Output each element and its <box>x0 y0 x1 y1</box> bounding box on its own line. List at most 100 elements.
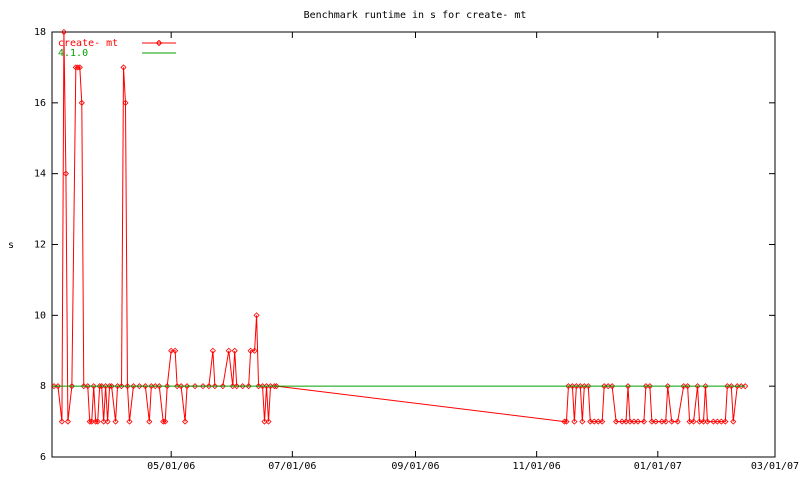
data-point <box>642 383 649 390</box>
data-point <box>94 418 101 425</box>
data-point <box>263 383 270 390</box>
data-point <box>561 418 568 425</box>
data-point <box>182 418 189 425</box>
data-point <box>702 383 709 390</box>
data-point <box>72 64 79 71</box>
data-point <box>239 383 246 390</box>
data-point <box>108 383 115 390</box>
data-point <box>700 418 707 425</box>
data-point <box>209 347 216 354</box>
x-tick-label: 09/01/06 <box>391 461 439 472</box>
data-point <box>686 418 693 425</box>
data-point <box>259 383 266 390</box>
data-point <box>581 383 588 390</box>
data-point <box>229 383 236 390</box>
data-point <box>652 418 659 425</box>
data-point <box>245 383 252 390</box>
data-point <box>136 383 143 390</box>
data-point <box>587 418 594 425</box>
data-point <box>152 383 159 390</box>
data-point <box>680 383 687 390</box>
data-point <box>601 383 608 390</box>
data-point <box>118 383 125 390</box>
data-point <box>662 418 669 425</box>
data-point <box>76 64 83 71</box>
data-point <box>172 347 179 354</box>
data-point <box>130 383 137 390</box>
x-tick-label: 03/01/07 <box>751 461 799 472</box>
data-point <box>102 383 109 390</box>
data-point <box>174 383 181 390</box>
data-point <box>231 347 238 354</box>
data-point <box>199 383 207 390</box>
data-point <box>84 383 91 390</box>
data-point <box>126 418 133 425</box>
data-point <box>626 418 634 425</box>
data-point <box>62 170 69 177</box>
data-point <box>114 383 121 390</box>
data-point <box>78 99 85 106</box>
data-point <box>696 418 703 425</box>
data-point <box>730 418 737 425</box>
data-point <box>120 64 127 71</box>
data-point <box>74 64 81 71</box>
data-point <box>219 383 226 390</box>
data-point <box>178 383 185 390</box>
data-point <box>571 418 578 425</box>
data-point <box>80 383 87 390</box>
data-point <box>142 383 149 390</box>
legend-label: 4.1.0 <box>58 48 88 59</box>
data-point <box>704 418 711 425</box>
y-tick-label: 12 <box>34 240 46 251</box>
x-tick-label: 11/01/06 <box>513 461 561 472</box>
data-point <box>64 418 71 425</box>
data-point <box>225 347 232 354</box>
data-point <box>595 418 602 425</box>
data-point <box>146 418 153 425</box>
data-point <box>591 418 598 425</box>
data-point <box>106 383 113 390</box>
data-point <box>160 418 167 425</box>
data-point <box>622 418 630 425</box>
data-point <box>722 418 729 425</box>
data-point <box>648 418 655 425</box>
data-point <box>734 383 741 390</box>
data-point <box>273 383 280 390</box>
data-point <box>60 28 67 36</box>
data-point <box>233 383 240 390</box>
x-tick-label: 05/01/06 <box>147 461 195 472</box>
data-point <box>599 418 606 425</box>
data-point <box>609 383 616 390</box>
data-point <box>684 383 691 390</box>
data-point <box>261 418 268 425</box>
data-point <box>664 383 671 390</box>
data-point <box>694 383 701 390</box>
data-point <box>247 347 254 354</box>
data-point <box>156 383 163 390</box>
data-point <box>624 383 632 390</box>
data-point <box>98 383 105 390</box>
data-point <box>122 99 129 106</box>
legend-label: create- mt <box>58 38 118 49</box>
y-axis-label: s <box>8 240 14 251</box>
data-point <box>634 418 642 425</box>
data-point <box>563 418 570 425</box>
y-tick-label: 16 <box>34 98 46 109</box>
data-point <box>738 383 745 390</box>
data-point <box>265 418 272 425</box>
data-point <box>68 383 75 390</box>
data-point <box>565 383 572 390</box>
data-point <box>585 383 592 390</box>
y-tick-label: 8 <box>40 381 46 392</box>
data-point <box>710 418 717 425</box>
data-point <box>96 383 103 390</box>
y-tick-label: 14 <box>34 169 46 180</box>
data-point <box>674 418 681 425</box>
data-point <box>569 383 576 390</box>
data-point <box>54 383 62 390</box>
data-point <box>718 418 725 425</box>
data-point <box>251 347 258 354</box>
data-point <box>112 418 119 425</box>
data-point <box>579 418 586 425</box>
data-point <box>658 418 665 425</box>
